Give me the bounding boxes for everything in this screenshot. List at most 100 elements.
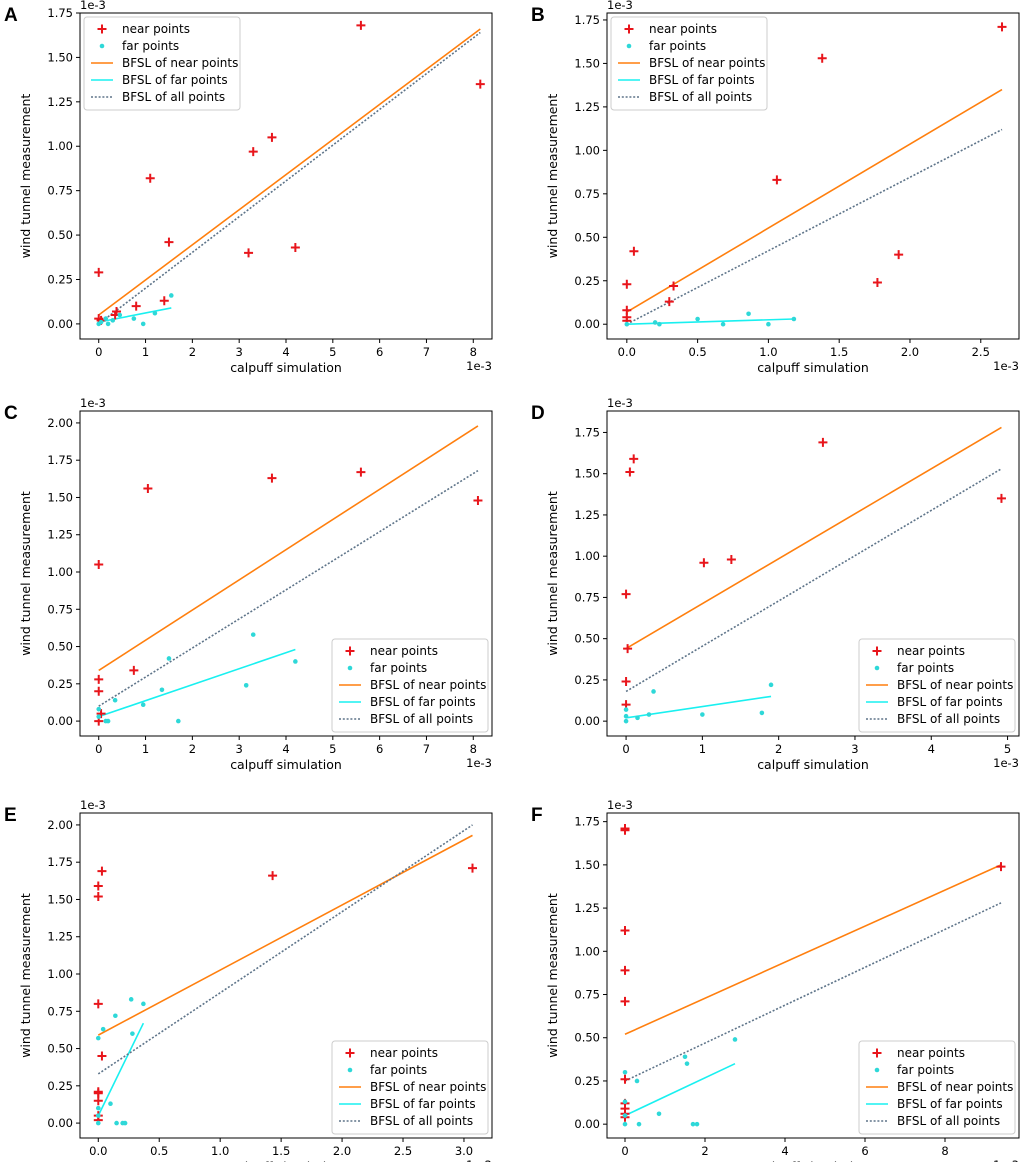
- far-point: [114, 1120, 119, 1126]
- legend-entry: BFSL of all points: [649, 90, 752, 104]
- far-point: [96, 714, 102, 719]
- legend: near points far points BFSL of near points…: [858, 1040, 1016, 1135]
- near-point: [894, 250, 904, 260]
- bfsl-line-all: [626, 128, 1003, 325]
- legend-entry: BFSL of near points: [370, 1080, 486, 1094]
- plot-data: [620, 824, 1006, 1127]
- legend-swatch-near: [624, 24, 634, 34]
- legend: near points far points BFSL of near points…: [331, 638, 489, 733]
- near-point: [772, 175, 782, 185]
- x-tick-label: 3: [236, 345, 243, 359]
- y-tick-label: 1.25: [47, 95, 73, 109]
- y-tick-label: 0.00: [47, 317, 73, 331]
- bfsl-line-all: [97, 824, 473, 1075]
- y-tick-label: 0.25: [574, 274, 600, 288]
- x-tick-label: 3: [851, 742, 858, 756]
- far-point: [98, 319, 104, 325]
- x-tick-label: 6: [861, 1144, 868, 1158]
- y-tick-label: 1.25: [574, 901, 600, 915]
- near-point: [93, 1096, 103, 1106]
- legend-swatch-near: [345, 646, 355, 656]
- far-point: [141, 1001, 146, 1007]
- x-tick-label: 0: [621, 1144, 628, 1158]
- bfsl-line-all: [98, 31, 481, 325]
- x-tick-label: 1: [699, 742, 706, 756]
- near-point: [93, 881, 103, 891]
- y-axis-label: wind tunnel measurement: [18, 893, 33, 1058]
- far-point: [95, 1035, 101, 1041]
- far-point: [622, 1099, 628, 1104]
- legend-entry: near points: [370, 1046, 438, 1060]
- near-point: [94, 686, 104, 696]
- x-tick-label: 2.5: [972, 345, 990, 359]
- y-tick-label: 0.25: [574, 673, 600, 687]
- near-point: [145, 173, 155, 183]
- y-tick-label: 1.75: [574, 425, 600, 439]
- legend-entry: BFSL of all points: [122, 90, 225, 104]
- axes-frame: [606, 812, 1020, 1139]
- legend-entry: near points: [897, 644, 965, 658]
- y-tick-label: 1.50: [47, 490, 73, 504]
- x-tick-label: 7: [423, 742, 430, 756]
- near-point: [996, 862, 1006, 872]
- far-point: [732, 1037, 738, 1042]
- x-tick-label: 2.0: [901, 345, 919, 359]
- legend-swatch-near: [97, 24, 107, 34]
- near-point: [669, 281, 679, 291]
- far-point: [110, 318, 116, 323]
- far-point: [622, 1121, 628, 1127]
- legend-entry: BFSL of far points: [370, 695, 476, 709]
- legend-box: [858, 638, 1016, 733]
- panel-letter: A: [4, 5, 18, 26]
- far-point: [651, 689, 656, 694]
- near-point: [244, 248, 254, 258]
- x-tick-label: 1: [142, 345, 149, 359]
- legend-entry: near points: [370, 644, 438, 658]
- x-tick-label: 2: [189, 742, 196, 756]
- y-tick-label: 1.00: [574, 944, 600, 958]
- legend: near points far points BFSL of near points…: [83, 16, 241, 111]
- x-offset-label: 1e-3: [993, 1158, 1019, 1162]
- panel-d: 0 1 2 3 4 5 0.00 0.25 0.50 0.75 1.00 1.25 1.50 1.75 ca…: [531, 396, 1020, 772]
- far-point: [140, 321, 146, 327]
- x-offset-label: 1e-3: [466, 756, 492, 770]
- near-point: [620, 926, 630, 936]
- x-tick-label: 5: [329, 742, 336, 756]
- y-tick-label: 2.00: [47, 416, 73, 430]
- near-point: [620, 1074, 630, 1084]
- near-point: [267, 132, 277, 142]
- x-tick-label: 1.5: [830, 345, 848, 359]
- x-tick-label: 8: [941, 1144, 948, 1158]
- x-tick-label: 0.0: [89, 1144, 107, 1158]
- far-point: [746, 311, 751, 317]
- x-offset-label: 1e-2: [466, 1158, 492, 1162]
- near-point: [356, 467, 366, 477]
- near-point: [143, 484, 153, 494]
- y-tick-label: 0.00: [574, 317, 600, 331]
- y-tick-label: 1.00: [47, 565, 73, 579]
- x-tick-label: 4: [282, 742, 289, 756]
- y-offset-label: 1e-3: [607, 396, 633, 410]
- legend-entry: BFSL of all points: [897, 1114, 1000, 1128]
- y-tick-label: 1.75: [574, 13, 600, 27]
- far-point: [700, 712, 705, 717]
- bfsl-line-far: [624, 1062, 736, 1117]
- legend-swatch-near: [872, 1048, 882, 1058]
- legend-entry: BFSL of far points: [897, 695, 1003, 709]
- x-offset-label: 1e-3: [993, 359, 1019, 373]
- bfsl-line-near: [97, 834, 473, 1036]
- x-tick-label: 7: [423, 345, 430, 359]
- far-point: [694, 1121, 700, 1127]
- y-tick-label: 1.75: [574, 815, 600, 829]
- y-tick-label: 1.25: [47, 528, 73, 542]
- legend-box: [331, 638, 489, 733]
- y-tick-label: 1.50: [47, 892, 73, 906]
- near-point: [94, 267, 104, 277]
- y-tick-label: 0.75: [574, 187, 600, 201]
- y-tick-label: 1.75: [47, 855, 73, 869]
- legend-entry: BFSL of near points: [897, 678, 1013, 692]
- y-tick-label: 1.50: [574, 56, 600, 70]
- far-point: [766, 321, 771, 327]
- far-point: [113, 1013, 118, 1019]
- x-offset-label: 1e-3: [993, 756, 1019, 770]
